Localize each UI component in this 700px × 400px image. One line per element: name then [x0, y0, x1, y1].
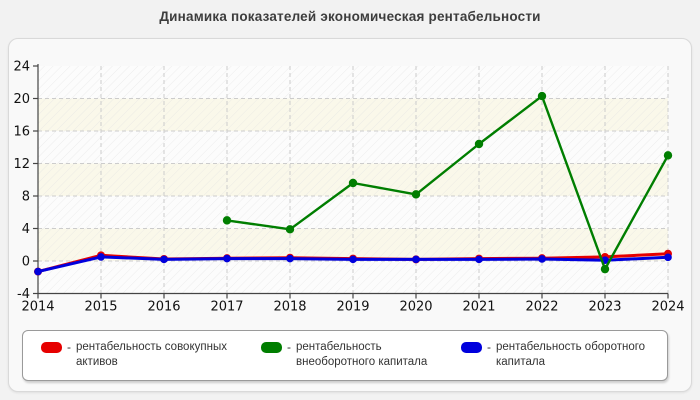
x-tick-label: 2020 — [399, 300, 432, 315]
legend-label: рентабельность оборотного капитала — [496, 341, 646, 368]
x-tick-label: 2014 — [21, 300, 54, 315]
data-point — [538, 255, 546, 263]
data-point — [223, 254, 231, 263]
data-point — [474, 139, 484, 149]
legend-dash: - — [287, 340, 291, 354]
x-tick-label: 2019 — [336, 300, 369, 315]
x-tick-label: 2015 — [84, 300, 117, 315]
y-tick-label: 20 — [13, 92, 30, 107]
x-tick-label: 2022 — [525, 300, 558, 315]
y-tick-label: 0 — [22, 255, 30, 270]
legend-swatch-green — [261, 342, 282, 353]
data-point — [600, 264, 610, 274]
legend-dash: - — [67, 340, 71, 354]
legend-dash: - — [487, 340, 491, 354]
legend-item-working-capital: - рентабельность оборотного капитала — [461, 340, 645, 370]
legend-label: рентабельность совокупных активов — [76, 341, 227, 368]
data-point — [285, 225, 295, 234]
x-tick-label: 2018 — [273, 300, 306, 315]
series-line-1 — [226, 94, 670, 271]
data-point — [160, 255, 168, 264]
x-tick-label: 2016 — [147, 300, 180, 315]
legend-label: рентабельность внеоборотного капитала — [296, 341, 428, 368]
y-tick-label: 8 — [22, 190, 30, 205]
data-point — [97, 253, 105, 261]
data-point — [537, 91, 547, 101]
x-tick-label: 2017 — [210, 300, 243, 315]
data-point — [412, 255, 420, 264]
chart-legend: - рентабельность совокупных активов - ре… — [22, 330, 668, 381]
legend-item-noncurrent-capital: - рентабельность внеоборотного капитала — [261, 340, 427, 370]
data-point — [348, 178, 358, 188]
page-title: Динамика показателей экономическая рента… — [159, 9, 541, 24]
legend-swatch-blue — [461, 342, 482, 353]
legend-item-total-assets: - рентабельность совокупных активов — [41, 340, 227, 370]
data-point — [286, 254, 294, 263]
data-point — [664, 253, 672, 262]
x-tick-label: 2023 — [588, 300, 621, 315]
y-tick-label: -4 — [17, 287, 30, 302]
data-point — [475, 255, 483, 264]
data-point — [663, 151, 673, 160]
y-tick-label: 24 — [13, 60, 30, 75]
data-point — [411, 190, 421, 199]
x-tick-label: 2021 — [462, 300, 495, 315]
data-point — [34, 267, 42, 276]
y-tick-label: 4 — [22, 222, 30, 237]
y-tick-label: 12 — [13, 157, 30, 172]
y-tick-label: 16 — [13, 125, 30, 140]
x-tick-label: 2024 — [651, 300, 684, 315]
data-point — [349, 255, 357, 264]
data-point — [222, 216, 232, 225]
legend-swatch-red — [41, 342, 62, 353]
